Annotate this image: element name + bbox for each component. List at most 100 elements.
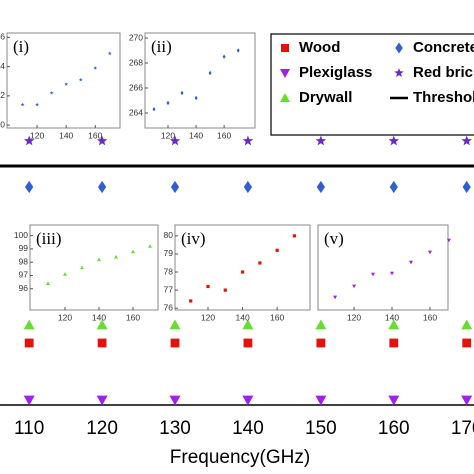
marker bbox=[389, 180, 398, 194]
inset-x-tick-label: 140 bbox=[189, 130, 203, 140]
marker bbox=[461, 395, 473, 406]
marker bbox=[242, 135, 254, 146]
inset-title: (iii) bbox=[36, 229, 62, 248]
inset-marker bbox=[78, 77, 83, 82]
inset-x-tick-label: 120 bbox=[161, 130, 175, 140]
marker bbox=[388, 319, 400, 330]
inset-marker bbox=[222, 54, 226, 59]
marker bbox=[462, 180, 471, 194]
marker bbox=[23, 395, 35, 406]
inset-title: (ii) bbox=[151, 37, 172, 56]
marker bbox=[96, 395, 108, 406]
x-tick-label: 120 bbox=[86, 418, 118, 439]
x-tick-label: 170 bbox=[451, 418, 474, 439]
inset-marker bbox=[166, 100, 170, 106]
legend-label: Plexiglass bbox=[299, 64, 372, 81]
inset-y-tick-label: 76 bbox=[164, 302, 174, 312]
inset-title: (v) bbox=[324, 229, 344, 248]
inset-marker bbox=[64, 82, 69, 86]
inset-x-tick-label: 160 bbox=[217, 130, 231, 140]
inset-frame bbox=[29, 224, 159, 311]
marker bbox=[96, 319, 108, 330]
inset-marker bbox=[20, 102, 25, 107]
inset-marker bbox=[107, 51, 112, 56]
x-tick-label: 160 bbox=[378, 418, 410, 439]
legend-label: Concrete bbox=[413, 39, 474, 56]
legend-marker bbox=[395, 42, 403, 54]
marker bbox=[97, 338, 107, 348]
marker bbox=[316, 180, 325, 194]
inset-marker bbox=[206, 284, 210, 289]
inset-marker bbox=[240, 270, 245, 274]
inset-x-tick-label: 160 bbox=[423, 312, 437, 322]
legend-marker bbox=[280, 69, 290, 78]
inset-marker bbox=[371, 272, 375, 277]
marker bbox=[316, 338, 326, 348]
inset-frame bbox=[144, 32, 256, 129]
inset-marker bbox=[390, 271, 394, 276]
marker bbox=[315, 135, 327, 146]
x-tick-label: 150 bbox=[305, 418, 337, 439]
legend-label: Wood bbox=[299, 39, 340, 56]
marker bbox=[388, 395, 400, 406]
marker bbox=[98, 180, 107, 194]
legend-marker bbox=[281, 44, 289, 52]
inset-marker bbox=[63, 272, 67, 276]
inset-marker bbox=[114, 254, 118, 259]
inset-marker bbox=[80, 265, 84, 270]
inset-x-tick-label: 120 bbox=[58, 312, 72, 322]
inset-y-tick-label: 326 bbox=[0, 32, 5, 42]
marker bbox=[169, 135, 181, 146]
inset-x-tick-label: 160 bbox=[126, 312, 140, 322]
legend-marker bbox=[394, 68, 404, 77]
legend-marker bbox=[280, 93, 290, 102]
inset-x-tick-label: 120 bbox=[30, 130, 44, 140]
inset-y-tick-label: 264 bbox=[129, 107, 143, 117]
legend-label: Drywall bbox=[299, 89, 352, 106]
inset-x-tick-label: 160 bbox=[270, 312, 284, 322]
x-tick-label: 130 bbox=[159, 418, 191, 439]
x-tick-label: 140 bbox=[232, 418, 264, 439]
inset-y-tick-label: 100 bbox=[14, 230, 28, 240]
inset-y-tick-label: 77 bbox=[164, 284, 174, 294]
marker bbox=[25, 180, 34, 194]
marker bbox=[243, 338, 253, 348]
inset-frame bbox=[6, 32, 121, 129]
inset-marker bbox=[152, 107, 156, 112]
inset-y-tick-label: 320 bbox=[0, 119, 5, 129]
inset-marker bbox=[148, 244, 152, 248]
inset-marker bbox=[189, 299, 193, 303]
marker bbox=[242, 395, 254, 406]
inset-y-tick-label: 98 bbox=[19, 256, 29, 266]
inset-marker bbox=[49, 90, 54, 95]
marker bbox=[24, 338, 34, 348]
inset-title: (i) bbox=[13, 37, 29, 56]
x-tick-label: 110 bbox=[14, 418, 44, 439]
inset-y-tick-label: 79 bbox=[164, 248, 174, 258]
inset-marker bbox=[292, 234, 297, 238]
inset-marker bbox=[93, 66, 98, 70]
legend-label: Threshold bbox=[413, 89, 474, 106]
inset-title: (iv) bbox=[181, 229, 206, 248]
inset-y-tick-label: 99 bbox=[19, 243, 29, 253]
inset-marker bbox=[275, 248, 279, 252]
inset-y-tick-label: 270 bbox=[129, 32, 143, 42]
inset-marker bbox=[97, 257, 101, 262]
inset-y-tick-label: 78 bbox=[164, 266, 174, 276]
inset-x-tick-label: 120 bbox=[201, 312, 215, 322]
inset-marker bbox=[258, 261, 262, 265]
inset-x-tick-label: 160 bbox=[88, 130, 102, 140]
marker bbox=[461, 319, 473, 330]
inset-y-tick-label: 322 bbox=[0, 90, 5, 100]
inset-marker bbox=[236, 48, 240, 53]
inset-marker bbox=[223, 288, 227, 292]
inset-marker bbox=[208, 70, 212, 76]
marker bbox=[169, 319, 181, 330]
inset-y-tick-label: 80 bbox=[164, 230, 174, 240]
inset-frame bbox=[317, 224, 449, 311]
inset-x-tick-label: 140 bbox=[385, 312, 399, 322]
inset-x-tick-label: 140 bbox=[235, 312, 249, 322]
inset-x-tick-label: 140 bbox=[92, 312, 106, 322]
inset-marker bbox=[46, 281, 50, 285]
